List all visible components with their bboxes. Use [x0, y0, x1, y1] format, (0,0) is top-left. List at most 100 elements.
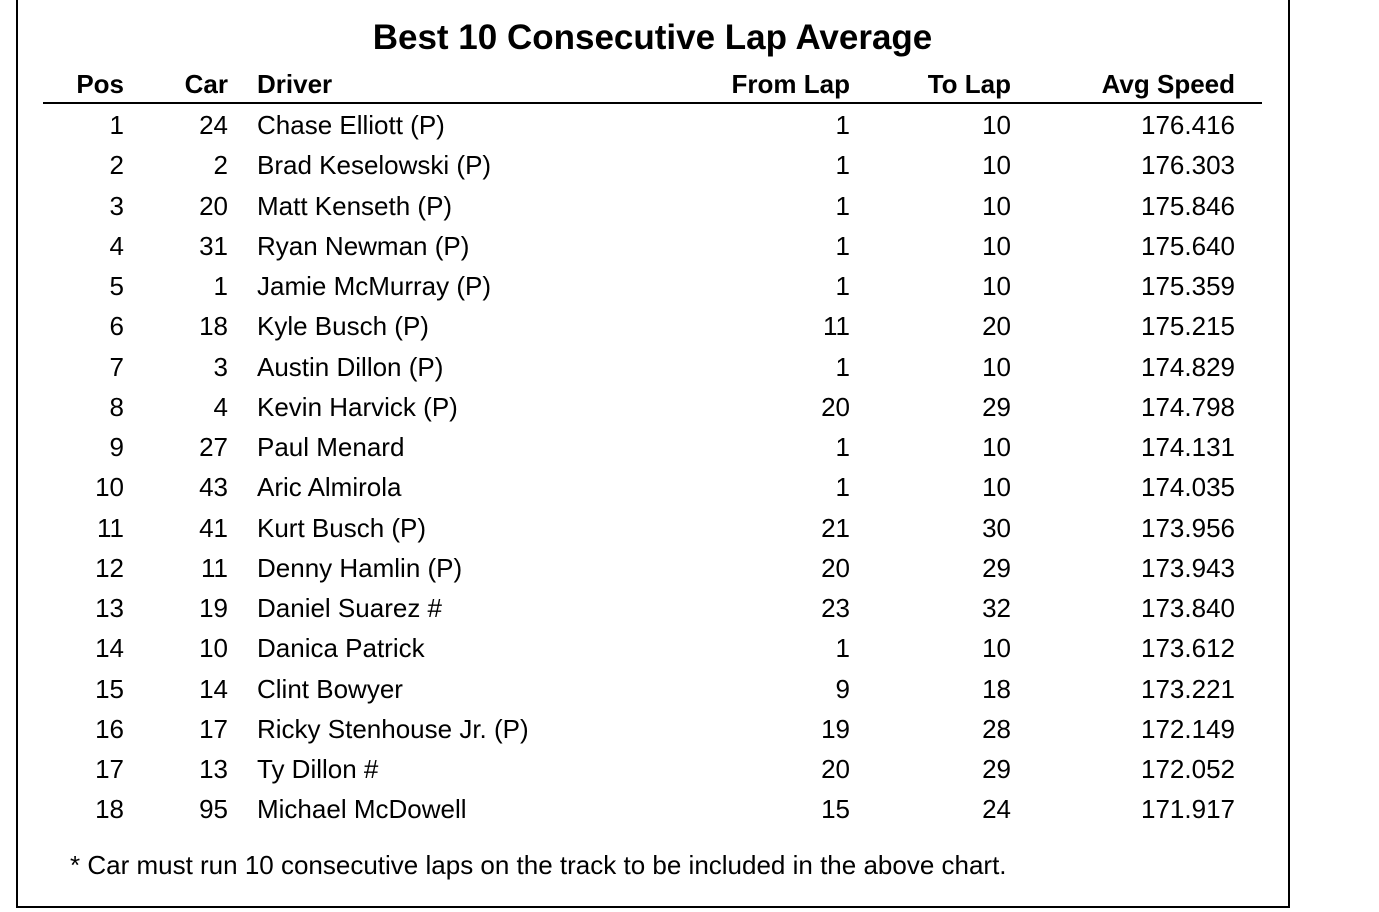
cell-avg-speed: 174.035 — [1141, 472, 1235, 503]
cell-pos: 3 — [109, 190, 124, 221]
cell-pos: 7 — [109, 351, 124, 382]
cell-pos: 14 — [95, 633, 124, 664]
cell-driver: Denny Hamlin (P) — [257, 552, 463, 583]
cell-car: 2 — [213, 150, 228, 181]
cell-avg-speed: 176.303 — [1141, 150, 1235, 181]
table-row: 17 13 Ty Dillon # 20 29 172.052 — [0, 750, 1379, 790]
cell-from-lap: 20 — [821, 754, 850, 784]
cell-pos: 5 — [109, 271, 124, 301]
cell-avg-speed: 173.612 — [1141, 633, 1235, 664]
cell-to-lap: 29 — [982, 552, 1011, 583]
cell-from-lap: 1 — [835, 432, 850, 462]
header-from-lap: From Lap — [731, 69, 850, 99]
cell-to-lap: 10 — [982, 150, 1011, 181]
page-frame — [16, 0, 1290, 908]
cell-driver: Paul Menard — [257, 432, 405, 462]
table-row: 6 18 Kyle Busch (P) 11 20 175.215 — [0, 307, 1379, 347]
header-pos: Pos — [76, 69, 124, 99]
cell-to-lap: 32 — [982, 593, 1011, 623]
cell-car: 95 — [199, 794, 228, 825]
cell-pos: 4 — [109, 230, 124, 261]
cell-driver: Ryan Newman (P) — [257, 230, 470, 261]
cell-from-lap: 11 — [823, 311, 850, 342]
cell-driver: Kevin Harvick (P) — [257, 391, 458, 422]
header-driver: Driver — [257, 69, 333, 99]
cell-car: 17 — [199, 713, 228, 744]
cell-car: 10 — [199, 633, 228, 664]
cell-pos: 15 — [95, 673, 124, 704]
cell-from-lap: 1 — [835, 230, 850, 261]
cell-from-lap: 1 — [835, 472, 850, 503]
cell-pos: 8 — [109, 391, 124, 422]
cell-car: 43 — [199, 472, 228, 503]
cell-driver: Chase Elliott (P) — [257, 110, 445, 140]
cell-to-lap: 30 — [982, 512, 1011, 543]
cell-avg-speed: 175.359 — [1141, 271, 1235, 301]
cell-to-lap: 10 — [982, 271, 1011, 301]
cell-from-lap: 9 — [835, 673, 850, 704]
table-row: 9 27 Paul Menard 1 10 174.131 — [0, 428, 1379, 468]
cell-from-lap: 20 — [821, 391, 850, 422]
cell-avg-speed: 172.052 — [1141, 754, 1235, 784]
cell-driver: Danica Patrick — [257, 633, 425, 664]
cell-car: 41 — [199, 512, 228, 543]
cell-from-lap: 1 — [835, 190, 850, 221]
cell-pos: 2 — [109, 150, 124, 181]
cell-driver: Brad Keselowski (P) — [257, 150, 492, 181]
cell-avg-speed: 172.149 — [1141, 713, 1235, 744]
table-header: Pos Car Driver From Lap To Lap Avg Speed — [0, 66, 1379, 102]
cell-pos: 18 — [95, 794, 124, 825]
cell-car: 11 — [201, 552, 228, 583]
table-row: 16 17 Ricky Stenhouse Jr. (P) 19 28 172.… — [0, 710, 1379, 750]
cell-avg-speed: 175.640 — [1141, 230, 1235, 261]
header-car: Car — [184, 69, 228, 99]
cell-to-lap: 29 — [982, 754, 1011, 784]
table-row: 2 2 Brad Keselowski (P) 1 10 176.303 — [0, 146, 1379, 186]
cell-car: 14 — [199, 673, 228, 704]
cell-pos: 6 — [109, 311, 124, 342]
cell-car: 4 — [213, 391, 228, 422]
cell-pos: 17 — [95, 754, 124, 784]
cell-pos: 9 — [109, 432, 124, 462]
cell-to-lap: 10 — [982, 190, 1011, 221]
table-row: 3 20 Matt Kenseth (P) 1 10 175.846 — [0, 187, 1379, 227]
cell-to-lap: 20 — [982, 311, 1011, 342]
cell-to-lap: 10 — [982, 633, 1011, 664]
header-divider — [43, 102, 1262, 104]
cell-from-lap: 1 — [835, 271, 850, 301]
cell-avg-speed: 171.917 — [1141, 794, 1235, 825]
header-to-lap: To Lap — [927, 69, 1011, 99]
table-row: 18 95 Michael McDowell 15 24 171.917 — [0, 790, 1379, 830]
cell-pos: 12 — [95, 552, 124, 583]
cell-driver: Michael McDowell — [257, 794, 467, 825]
cell-to-lap: 10 — [982, 351, 1011, 382]
cell-avg-speed: 175.846 — [1141, 190, 1235, 221]
cell-car: 18 — [199, 311, 228, 342]
cell-car: 13 — [199, 754, 228, 784]
cell-from-lap: 21 — [821, 512, 850, 543]
cell-car: 27 — [199, 432, 228, 462]
cell-driver: Aric Almirola — [257, 472, 402, 503]
cell-from-lap: 1 — [835, 110, 850, 140]
cell-to-lap: 18 — [982, 673, 1011, 704]
footnote: * Car must run 10 consecutive laps on th… — [70, 850, 1007, 880]
cell-from-lap: 1 — [835, 150, 850, 181]
cell-avg-speed: 173.840 — [1141, 593, 1235, 623]
header-avg-speed: Avg Speed — [1101, 69, 1235, 99]
cell-to-lap: 29 — [982, 391, 1011, 422]
cell-from-lap: 15 — [821, 794, 850, 825]
table-row: 4 31 Ryan Newman (P) 1 10 175.640 — [0, 227, 1379, 267]
cell-avg-speed: 176.416 — [1141, 110, 1235, 140]
cell-car: 20 — [199, 190, 228, 221]
cell-to-lap: 28 — [982, 713, 1011, 744]
cell-car: 3 — [213, 351, 228, 382]
cell-avg-speed: 174.131 — [1141, 432, 1235, 462]
table-row: 10 43 Aric Almirola 1 10 174.035 — [0, 468, 1379, 508]
cell-avg-speed: 175.215 — [1141, 311, 1235, 342]
cell-avg-speed: 174.798 — [1141, 391, 1235, 422]
table-row: 7 3 Austin Dillon (P) 1 10 174.829 — [0, 348, 1379, 388]
cell-driver: Kurt Busch (P) — [257, 512, 427, 543]
cell-driver: Ricky Stenhouse Jr. (P) — [257, 713, 529, 744]
table-row: 11 41 Kurt Busch (P) 21 30 173.956 — [0, 509, 1379, 549]
table-row: 13 19 Daniel Suarez # 23 32 173.840 — [0, 589, 1379, 629]
